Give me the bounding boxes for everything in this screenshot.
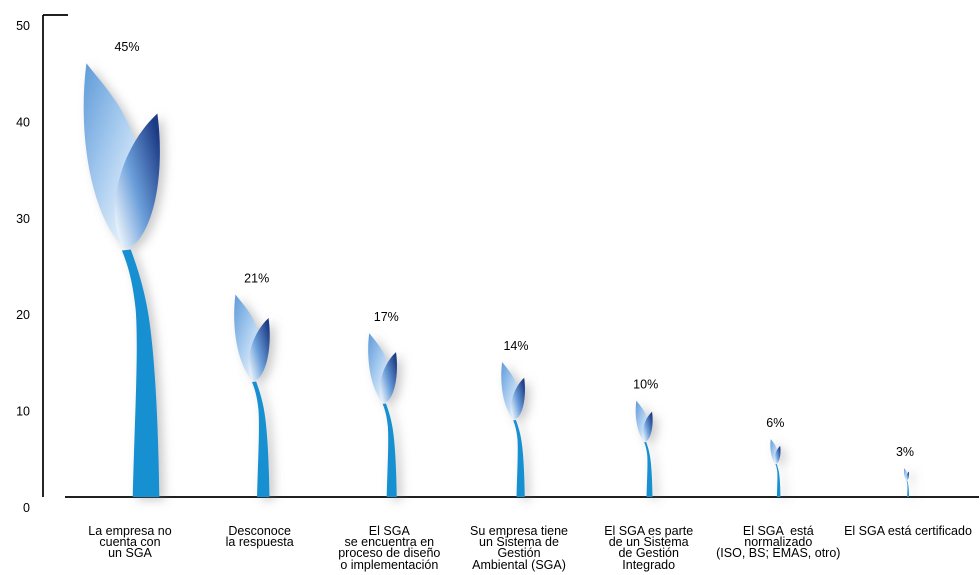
plant-bar [635, 400, 653, 497]
plant-shape [368, 333, 397, 497]
y-tick-label: 10 [16, 405, 30, 419]
y-tick-label: 40 [16, 115, 30, 129]
plant-stem [382, 403, 397, 497]
plant-shape [234, 294, 270, 497]
data-label: 21% [244, 272, 269, 286]
data-label: 17% [374, 310, 399, 324]
plant-leaf-right [248, 318, 270, 382]
data-label: 6% [766, 416, 784, 430]
plant-leaf-right [114, 113, 160, 249]
plant-shape [635, 400, 653, 497]
plant-stem [906, 480, 909, 497]
plant-stem [252, 381, 270, 497]
plant-leaf-right [906, 471, 910, 481]
data-label: 10% [633, 378, 658, 392]
plant-bar [234, 294, 270, 497]
x-category-label: El SGA está certificado [844, 524, 972, 538]
y-tick-label: 50 [16, 19, 30, 33]
plant-stem [513, 420, 525, 497]
x-category-label: El SGA es parte de un Sistema de Gestión… [604, 524, 694, 572]
plant-leaf-right [510, 377, 525, 420]
plant-stem [644, 442, 653, 497]
plant-leaf-right [379, 352, 397, 404]
plant-shape [770, 439, 781, 497]
data-labels: 45% 21% 17% 14% 10% 6% 3% [114, 40, 914, 459]
plant-bar [83, 63, 160, 497]
data-label: 3% [896, 445, 914, 459]
plant-stem [121, 249, 160, 497]
y-tick-labels: 0 10 20 30 40 50 [16, 19, 30, 515]
x-category-label: Desconoce la respuesta [225, 524, 294, 550]
plant-bar [501, 362, 525, 497]
plant-shape [83, 63, 160, 497]
plant-shape [501, 362, 525, 497]
x-category-label: Su empresa tiene un Sistema de Gestión A… [470, 524, 568, 572]
plant-bar [903, 468, 910, 497]
plant-bars [83, 63, 910, 497]
plant-stem [775, 463, 781, 497]
plant-bar [368, 333, 397, 497]
y-tick-label: 0 [23, 501, 30, 515]
plant-leaf-right [642, 411, 653, 442]
data-label: 14% [503, 339, 528, 353]
x-category-label: El SGA está normalizado (ISO, BS; EMAS, … [716, 524, 841, 561]
x-category-label: La empresa no cuenta con un SGA [88, 524, 172, 561]
plant-shape [903, 468, 910, 497]
x-category-label: El SGA se encuentra en proceso de diseño… [338, 524, 441, 572]
plant-leaf-right [774, 445, 781, 464]
data-label: 45% [114, 40, 139, 54]
y-tick-label: 20 [16, 308, 30, 322]
plant-bar [770, 439, 781, 497]
y-tick-label: 30 [16, 212, 30, 226]
